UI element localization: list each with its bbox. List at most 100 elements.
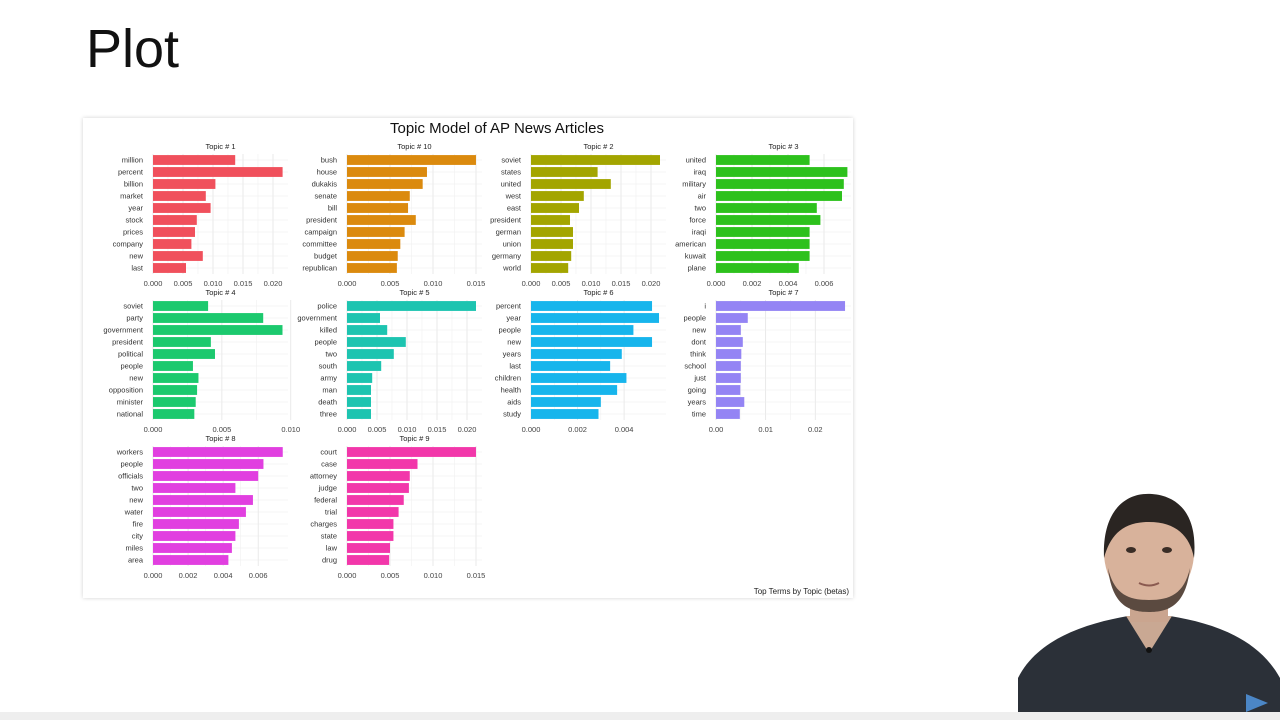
- term-label: last: [509, 362, 522, 371]
- term-label: states: [501, 168, 521, 177]
- bar: [153, 167, 283, 177]
- next-arrow-icon[interactable]: [1246, 694, 1268, 712]
- bar: [531, 397, 601, 407]
- bar: [531, 313, 660, 323]
- term-label: death: [318, 398, 337, 407]
- term-label: new: [507, 338, 521, 347]
- term-label: just: [693, 374, 707, 383]
- tick-label: 0.000: [707, 279, 726, 288]
- bar: [153, 483, 236, 493]
- panel-title: Topic # 6: [583, 288, 613, 297]
- term-label: workers: [116, 448, 144, 457]
- facet-panel: Topic # 3 united iraq military air two force ir…: [675, 142, 851, 288]
- tick-label: 0.015: [467, 571, 486, 580]
- term-label: iraqi: [692, 228, 707, 237]
- term-label: killed: [320, 326, 337, 335]
- bar: [153, 313, 264, 323]
- panel-title: Topic # 5: [399, 288, 429, 297]
- tick-label: 0.00: [709, 425, 724, 434]
- bar: [531, 409, 599, 419]
- term-label: study: [503, 410, 521, 419]
- term-label: united: [501, 180, 521, 189]
- tick-label: 0.010: [281, 425, 300, 434]
- tick-label: 0.006: [249, 571, 268, 580]
- bar: [716, 215, 821, 225]
- chart-figure: Topic Model of AP News Articles Top Term…: [83, 118, 853, 598]
- bar: [531, 191, 584, 201]
- facet-panel: Topic # 9 court case attorney judge federal tr…: [310, 434, 485, 580]
- term-label: health: [501, 386, 521, 395]
- bar: [153, 361, 193, 371]
- term-label: political: [118, 350, 143, 359]
- chart-panels: Topic # 1 million percent billion market year…: [103, 142, 851, 580]
- term-label: president: [112, 338, 144, 347]
- bar: [347, 459, 418, 469]
- facet-panel: Topic # 8 workers people officials two new wat…: [116, 434, 288, 580]
- bar: [347, 519, 394, 529]
- bar: [153, 543, 232, 553]
- tick-label: 0.006: [815, 279, 834, 288]
- term-label: government: [103, 326, 144, 335]
- bar: [716, 409, 740, 419]
- term-label: officials: [118, 472, 143, 481]
- bar: [347, 301, 476, 311]
- bar: [153, 191, 206, 201]
- bar: [716, 325, 741, 335]
- term-label: new: [129, 374, 143, 383]
- bar: [153, 263, 186, 273]
- bar: [153, 447, 283, 457]
- bar: [347, 215, 416, 225]
- bar: [531, 215, 570, 225]
- tick-label: 0.000: [338, 425, 357, 434]
- term-label: people: [120, 362, 143, 371]
- bar: [153, 239, 192, 249]
- tick-label: 0.005: [212, 425, 231, 434]
- bar: [716, 227, 810, 237]
- term-label: new: [129, 252, 143, 261]
- term-label: years: [688, 398, 707, 407]
- tick-label: 0.002: [743, 279, 762, 288]
- bar: [716, 349, 742, 359]
- bar: [347, 313, 380, 323]
- panel-title: Topic # 1: [205, 142, 235, 151]
- term-label: american: [675, 240, 706, 249]
- bar: [347, 361, 382, 371]
- bar: [153, 349, 215, 359]
- bar: [347, 555, 390, 565]
- term-label: case: [321, 460, 337, 469]
- tick-label: 0.020: [458, 425, 477, 434]
- bar: [531, 263, 569, 273]
- term-label: state: [321, 532, 337, 541]
- panel-title: Topic # 4: [205, 288, 235, 297]
- term-label: campaign: [304, 228, 337, 237]
- term-label: iraq: [693, 168, 706, 177]
- term-label: million: [122, 156, 143, 165]
- term-label: three: [320, 410, 337, 419]
- panel-title: Topic # 2: [583, 142, 613, 151]
- bar: [531, 325, 634, 335]
- bar: [347, 471, 410, 481]
- term-label: military: [682, 180, 706, 189]
- term-label: new: [692, 326, 706, 335]
- tick-label: 0.000: [522, 425, 541, 434]
- term-label: think: [690, 350, 706, 359]
- bar: [347, 507, 399, 517]
- bar: [531, 337, 653, 347]
- term-label: two: [131, 484, 143, 493]
- term-label: new: [129, 496, 143, 505]
- term-label: bush: [321, 156, 337, 165]
- term-label: percent: [496, 302, 522, 311]
- term-label: soviet: [123, 302, 144, 311]
- term-label: miles: [125, 544, 143, 553]
- term-label: year: [128, 204, 143, 213]
- bar: [153, 155, 236, 165]
- tick-label: 0.015: [234, 279, 253, 288]
- bar: [347, 251, 398, 261]
- term-label: stock: [125, 216, 143, 225]
- term-label: president: [490, 216, 522, 225]
- term-label: dont: [691, 338, 707, 347]
- bar: [347, 483, 409, 493]
- bar: [716, 373, 741, 383]
- bar: [347, 447, 476, 457]
- term-label: prices: [123, 228, 143, 237]
